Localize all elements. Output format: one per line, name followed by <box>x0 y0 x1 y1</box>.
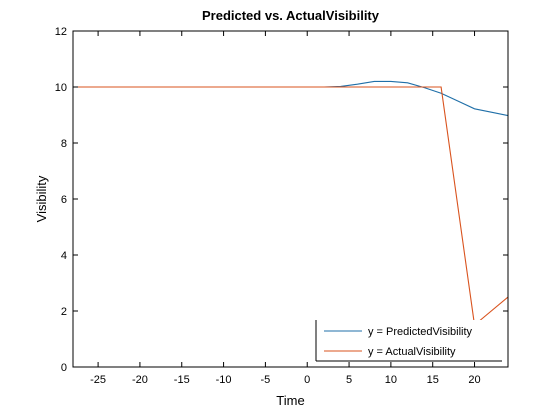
series-line-2 <box>73 86 508 327</box>
x-tick-label: -15 <box>174 374 190 386</box>
y-tick-label: 4 <box>61 250 67 262</box>
legend-box <box>316 320 502 361</box>
y-tick-label: 10 <box>55 82 67 94</box>
series-layer <box>73 80 508 327</box>
plot-area <box>73 31 508 367</box>
x-tick-label: -5 <box>261 374 271 386</box>
x-axis-title: Time <box>276 393 304 408</box>
legend-label-2: y = ActualVisibility <box>368 346 456 358</box>
y-axis: 0 2 4 6 8 10 12 <box>55 26 508 374</box>
x-tick-label: 10 <box>385 374 397 386</box>
x-tick-label: 0 <box>304 374 310 386</box>
y-axis-title: Visibility <box>34 175 49 222</box>
y-tick-label: 2 <box>61 306 67 318</box>
x-tick-label: 20 <box>468 374 480 386</box>
x-tick-label: -20 <box>132 374 148 386</box>
legend-label-1: y = PredictedVisibility <box>368 326 473 338</box>
series-line-1 <box>323 80 508 117</box>
y-tick-label: 12 <box>55 26 67 38</box>
chart-title: Predicted vs. ActualVisibility <box>202 8 380 23</box>
legend: y = PredictedVisibility y = ActualVisibil… <box>315 320 502 362</box>
x-tick-label: -10 <box>216 374 232 386</box>
y-tick-label: 8 <box>61 138 67 150</box>
x-axis: -25 -20 -15 -10 -5 0 5 10 15 20 <box>90 31 481 386</box>
x-tick-label: 15 <box>427 374 439 386</box>
y-tick-label: 0 <box>61 362 67 374</box>
y-tick-label: 6 <box>61 194 67 206</box>
x-tick-label: 5 <box>346 374 352 386</box>
x-tick-label: -25 <box>90 374 106 386</box>
